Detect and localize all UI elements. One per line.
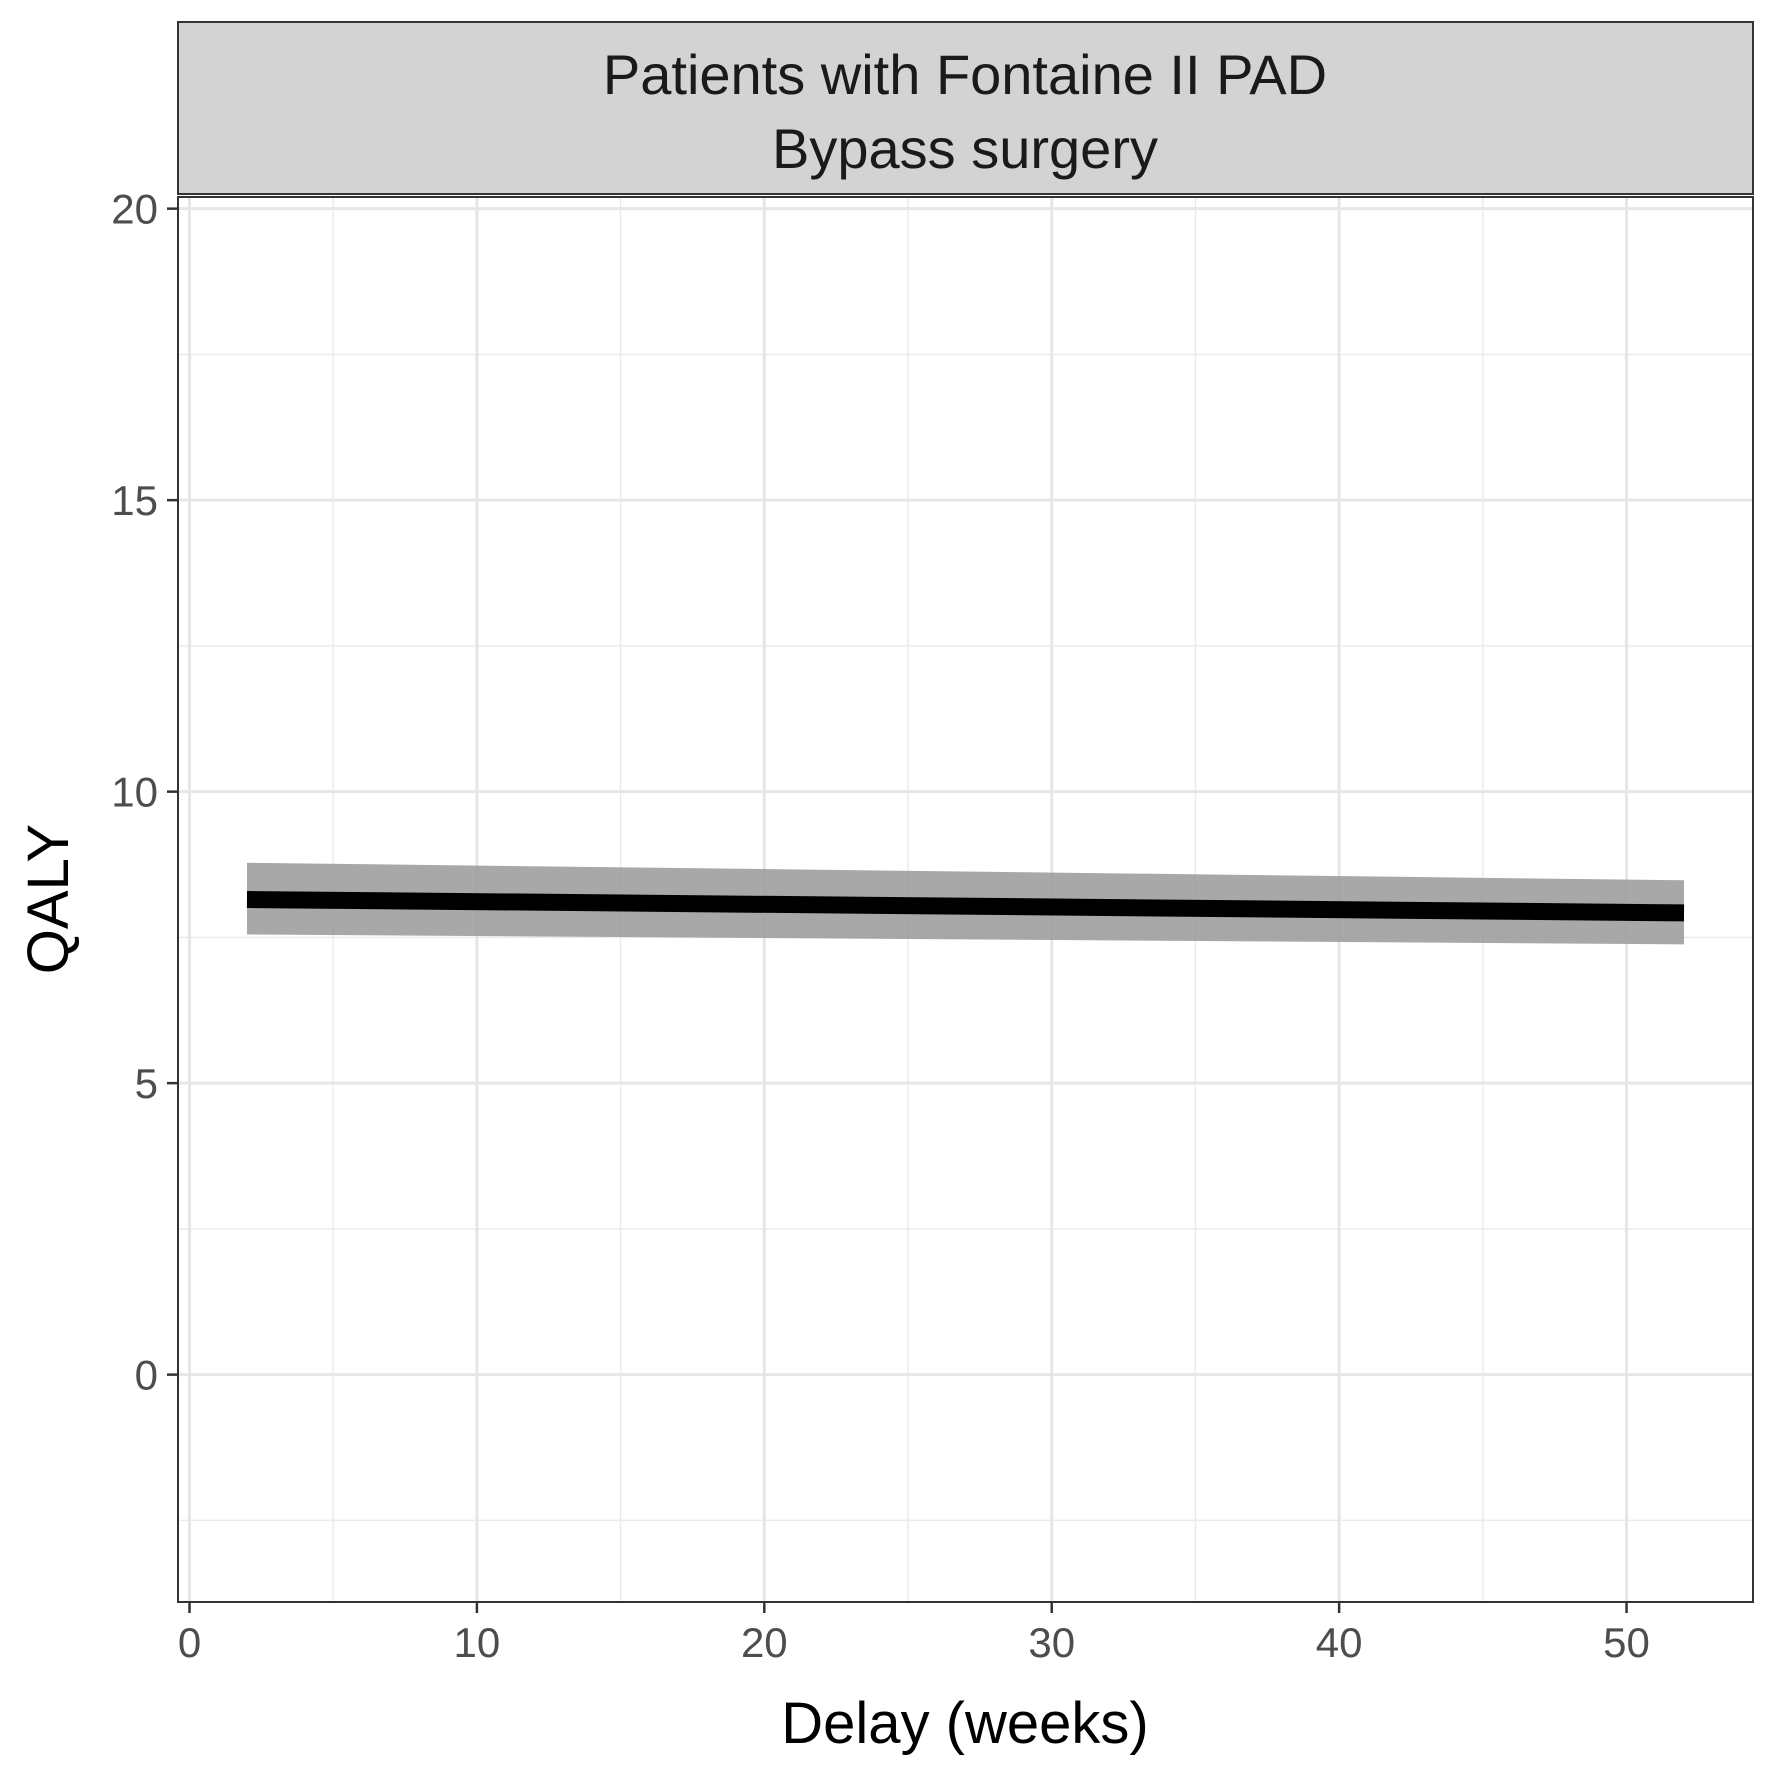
- x-tick-label: 30: [1028, 1619, 1075, 1666]
- x-axis: 0 10 20 30 40 50: [178, 1602, 1650, 1666]
- x-tick-label: 10: [454, 1619, 501, 1666]
- x-tick-label: 50: [1603, 1619, 1650, 1666]
- facet-strip: Patients with Fontaine II PAD Bypass sur…: [177, 21, 1754, 195]
- y-tick-label: 10: [111, 769, 158, 816]
- x-tick-label: 40: [1316, 1619, 1363, 1666]
- facet-strip-line-1: Patients with Fontaine II PAD: [603, 43, 1327, 106]
- y-axis-title: QALY: [16, 824, 81, 974]
- panel-border: [177, 196, 1754, 1603]
- series-line: [246, 891, 1685, 922]
- y-tick-label: 0: [135, 1352, 158, 1399]
- y-tick-label: 15: [111, 477, 158, 524]
- facet-strip-line-2: Bypass surgery: [772, 117, 1158, 180]
- x-tick-label: 20: [741, 1619, 788, 1666]
- x-tick-label: 0: [178, 1619, 201, 1666]
- x-axis-title: Delay (weeks): [781, 1691, 1148, 1756]
- y-axis: 0 5 10 15 20: [111, 186, 178, 1399]
- y-tick-label: 20: [111, 186, 158, 233]
- y-tick-label: 5: [135, 1060, 158, 1107]
- series-line-layer: [246, 891, 1685, 922]
- facet-strip-background: [177, 21, 1754, 195]
